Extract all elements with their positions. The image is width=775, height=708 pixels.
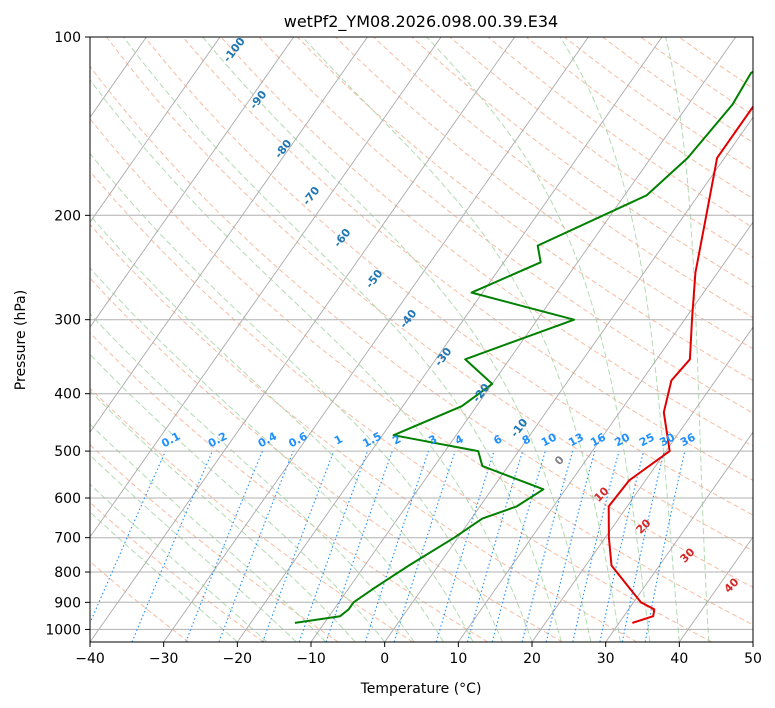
y-tick-label: 100: [54, 30, 81, 46]
mixing-ratio-line: [393, 450, 456, 642]
isotherm-line: [384, 116, 753, 642]
x-tick-label: 20: [523, 651, 541, 667]
moist-adiabat-line: [90, 214, 474, 642]
x-tick-label: 40: [670, 651, 688, 667]
y-tick-label: 300: [54, 313, 81, 329]
mixing-ratio-label: 36: [678, 430, 698, 449]
mixing-ratio-line: [572, 450, 620, 642]
background-grid: [90, 37, 753, 642]
dry-adiabat-line: [90, 117, 753, 626]
dry-adiabat-line: [90, 170, 712, 642]
x-tick-label: −10: [296, 651, 326, 667]
y-tick-label: 800: [54, 565, 81, 581]
mixing-ratio-line: [466, 450, 524, 642]
moist-adiabat-line: [90, 267, 445, 642]
isotherm-line: [457, 221, 753, 642]
mixing-ratio-line: [325, 450, 393, 642]
moist-adiabat-line: [123, 37, 562, 642]
dry-adiabat-line: [144, 37, 753, 516]
mixing-ratio-line: [364, 450, 430, 642]
isotherm-line: [90, 37, 221, 223]
isotherm-line: [678, 536, 753, 642]
dry-adiabat-line: [90, 560, 190, 642]
y-tick-label: 400: [54, 387, 81, 403]
x-tick-label: 50: [744, 651, 762, 667]
isotherm-line: [531, 326, 753, 642]
x-axis-ticks: −40 −30 −20 −10 0 10 20 30 40 50: [75, 642, 762, 667]
x-tick-label: 10: [449, 651, 467, 667]
temperature-profile: [607, 105, 753, 624]
y-tick-label: 700: [54, 531, 81, 547]
isotherm-line: [90, 37, 295, 328]
mixing-ratio-line: [491, 450, 546, 642]
dry-adiabat-line: [90, 277, 563, 642]
mixing-ratio-line: [218, 450, 294, 642]
plot-frame: [89, 36, 754, 643]
mixing-ratio-line: [262, 450, 335, 642]
mixing-ratio-line: [185, 450, 263, 642]
mixing-ratio-label: 10: [539, 430, 559, 449]
x-axis-label: Temperature (°C): [360, 681, 482, 697]
mixing-ratio-line: [131, 450, 213, 642]
y-tick-label: 500: [54, 444, 81, 460]
dry-adiabat-line: [90, 332, 488, 642]
x-tick-label: −30: [149, 651, 179, 667]
moist-adiabat-line: [90, 353, 386, 642]
isotherm-line: [90, 37, 516, 642]
dry-adiabat-line: [296, 37, 753, 382]
y-tick-label: 200: [54, 208, 81, 224]
mixing-ratio-line: [435, 450, 495, 642]
y-axis-ticks: 100 200 300 400 500 600 700 800 900 1000: [45, 30, 90, 638]
dry-adiabat-line: [90, 223, 638, 642]
moist-adiabat-line: [90, 511, 238, 642]
x-tick-label: 30: [597, 651, 615, 667]
mixing-ratio-label: 30: [657, 430, 677, 449]
chart-title: wetPf2_YM08.2026.098.00.39.E34: [284, 12, 558, 32]
isotherm-line: [310, 37, 737, 642]
isotherm-line: [236, 37, 663, 642]
moist-adiabat-line: [90, 152, 503, 642]
mixing-ratio-line: [521, 450, 574, 642]
dry-adiabat-line: [335, 37, 753, 350]
moist-adiabat-line: [302, 37, 621, 642]
moist-adiabat-line: [90, 79, 533, 642]
mixing-ratio-line: [599, 450, 645, 642]
x-tick-label: 0: [380, 651, 389, 667]
isotherm-line: [90, 37, 368, 433]
y-tick-label: 1000: [45, 622, 81, 638]
y-tick-label: 600: [54, 491, 81, 507]
moist-adiabat-line: [426, 37, 651, 642]
moist-adiabat-line: [90, 483, 268, 642]
dry-adiabat-line: [182, 37, 753, 481]
isotherm-line: [90, 37, 442, 538]
y-tick-label: 900: [54, 595, 81, 611]
dewpoint-profile: [294, 70, 753, 624]
mixing-ratio-label: 20: [612, 430, 632, 449]
profile-series: [294, 70, 753, 624]
dry-adiabat-line: [90, 65, 753, 588]
mixing-ratio-line: [298, 450, 369, 642]
mixing-ratio-line: [545, 450, 596, 642]
isotherm-line: [163, 37, 589, 642]
moist-adiabat-line: [90, 390, 356, 642]
isotherm-line: [605, 431, 753, 642]
y-axis-label: Pressure (hPa): [13, 290, 29, 390]
x-tick-label: −40: [75, 651, 105, 667]
mixing-ratio-label: 16: [588, 430, 608, 449]
x-tick-label: −20: [223, 651, 253, 667]
mixing-ratio-label: 13: [566, 431, 586, 450]
mixing-ratio-line: [90, 450, 167, 625]
moist-adiabat-line: [559, 37, 680, 642]
mixing-ratio-label: 25: [637, 431, 657, 450]
moist-adiabat-line: [202, 37, 592, 642]
